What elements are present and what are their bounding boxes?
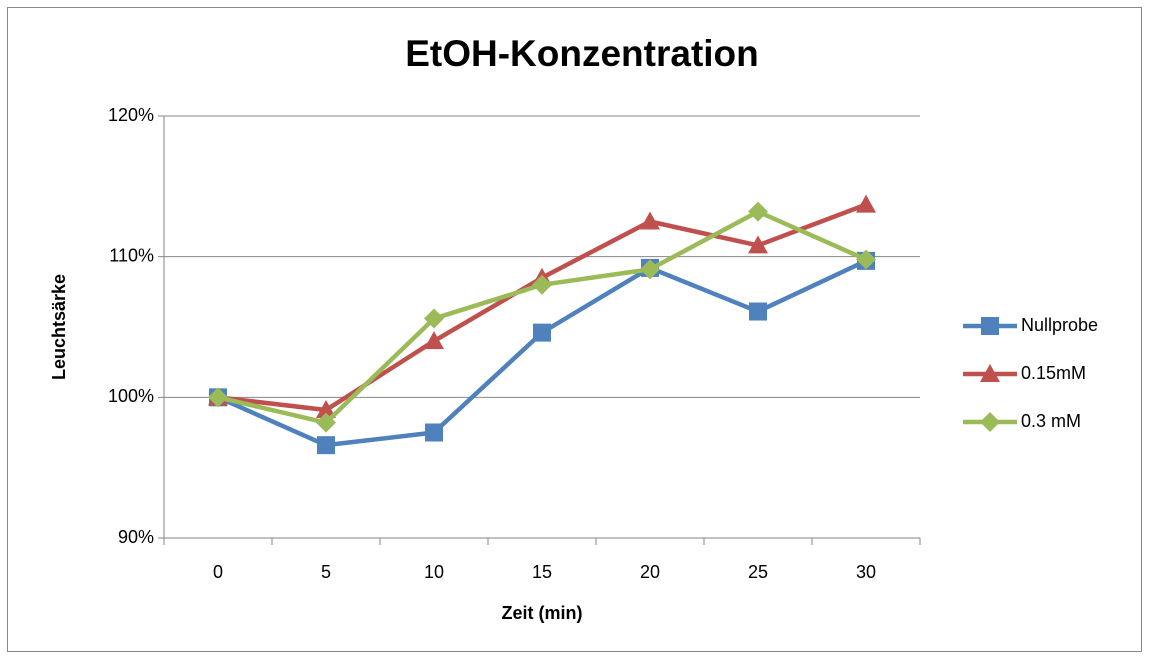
y-tick-label: 90% <box>118 527 154 547</box>
y-tick-label: 110% <box>109 245 154 265</box>
marker <box>532 274 552 295</box>
chart-frame <box>7 7 1142 652</box>
marker <box>856 249 876 270</box>
marker <box>533 323 551 342</box>
marker <box>981 317 999 335</box>
marker <box>748 235 768 254</box>
legend-label: 0.15mM <box>1021 363 1086 383</box>
marker <box>640 259 660 280</box>
x-tick-label: 25 <box>748 562 768 582</box>
marker <box>316 399 336 418</box>
marker <box>424 308 444 329</box>
marker <box>856 194 876 213</box>
x-tick-label: 15 <box>532 562 552 582</box>
marker <box>980 364 1000 382</box>
marker <box>640 211 660 230</box>
marker <box>424 331 444 350</box>
x-axis-label: Zeit (min) <box>502 603 583 623</box>
x-tick-label: 5 <box>321 562 331 582</box>
x-tick-label: 0 <box>213 562 223 582</box>
marker <box>748 201 768 222</box>
marker <box>749 302 767 321</box>
marker <box>208 387 228 408</box>
x-tick-label: 20 <box>640 562 660 582</box>
chart-title: EtOH-Konzentration <box>405 33 759 74</box>
marker <box>425 423 443 442</box>
legend-label: 0.3 mM <box>1021 411 1081 431</box>
y-axis-label: Leuchtsärke <box>49 274 69 380</box>
y-tick-label: 120% <box>108 105 154 125</box>
x-tick-label: 10 <box>424 562 444 582</box>
marker <box>316 412 336 433</box>
y-tick-label: 100% <box>108 386 154 406</box>
legend-label: Nullprobe <box>1021 315 1098 335</box>
marker <box>317 436 335 455</box>
marker <box>980 412 1000 432</box>
x-tick-label: 30 <box>856 562 876 582</box>
